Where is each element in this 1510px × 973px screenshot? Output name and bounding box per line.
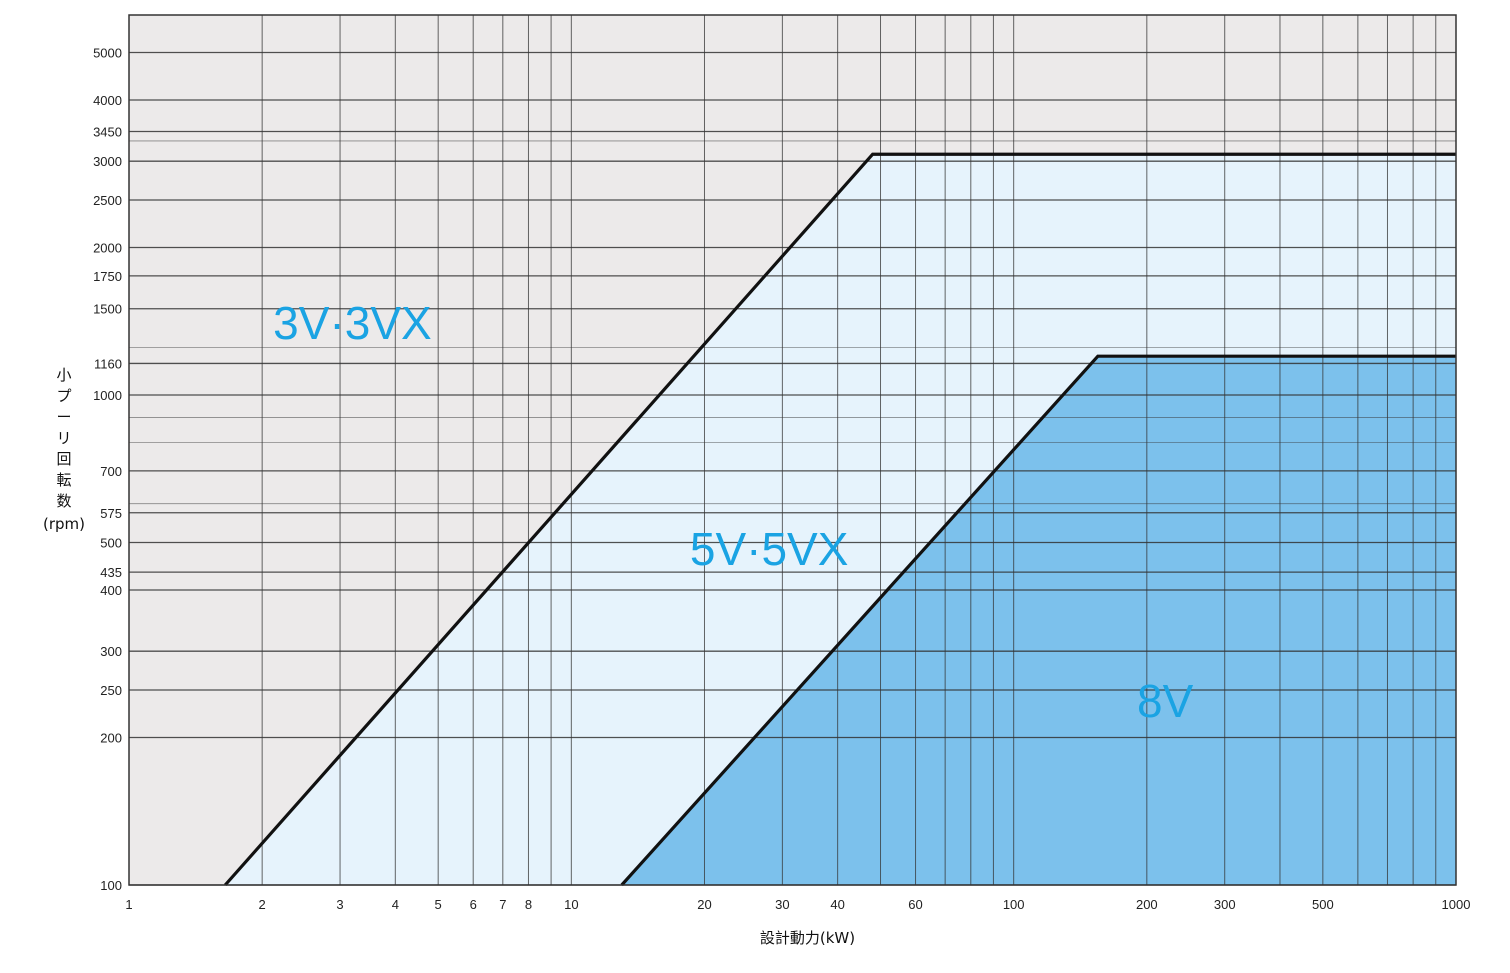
x-tick-label: 10 [564, 897, 578, 912]
y-axis-unit: (rpm) [43, 515, 85, 533]
y-tick-label: 1500 [93, 302, 122, 317]
y-tick-label: 4000 [93, 93, 122, 108]
y-tick-label: 400 [100, 583, 122, 598]
x-tick-label: 30 [775, 897, 789, 912]
y-tick-label: 700 [100, 464, 122, 479]
region-label-2: 5V·5VX [690, 523, 849, 575]
y-axis-label-char: 数 [56, 492, 71, 510]
x-axis-label: 設計動力(kW) [760, 929, 855, 947]
boundary-line-2 [620, 354, 1456, 887]
y-tick-label: 200 [100, 730, 122, 745]
x-tick-labels: 1 2 3 4 5 6 7 8 10 20 30 40 60 100 200 300 500 1000 [125, 897, 1470, 912]
y-axis-label-char: 回 [56, 450, 71, 468]
x-tick-label: 200 [1136, 897, 1158, 912]
x-tick-label: 7 [499, 897, 506, 912]
region-label-3: 8V [1137, 675, 1194, 727]
y-axis-label-char: ー [56, 408, 71, 426]
x-tick-label: 1000 [1442, 897, 1471, 912]
y-tick-label: 2500 [93, 193, 122, 208]
x-tick-label: 8 [525, 897, 532, 912]
y-tick-label: 3450 [93, 124, 122, 139]
grid-lines [128, 15, 1457, 886]
x-tick-label: 3 [336, 897, 343, 912]
y-tick-label: 2000 [93, 240, 122, 255]
y-axis-label-char: 転 [56, 471, 71, 489]
y-tick-label: 435 [100, 565, 122, 580]
y-tick-label: 500 [100, 536, 122, 551]
y-tick-label: 5000 [93, 46, 122, 61]
y-tick-label: 300 [100, 644, 122, 659]
x-tick-label: 4 [392, 897, 399, 912]
y-axis-label-char: 小 [56, 366, 71, 384]
boundary-lines [224, 152, 1456, 887]
y-axis-label-char: プ [56, 387, 71, 405]
boundary-line-1 [224, 152, 1456, 887]
x-tick-label: 500 [1312, 897, 1334, 912]
x-tick-label: 100 [1003, 897, 1025, 912]
x-tick-label: 60 [908, 897, 922, 912]
y-tick-label: 250 [100, 683, 122, 698]
region-fills [129, 15, 1456, 886]
region-label-1: 3V·3VX [273, 297, 432, 349]
plot-frame [128, 14, 1457, 886]
x-tick-label: 300 [1214, 897, 1236, 912]
x-tick-label: 5 [435, 897, 442, 912]
x-tick-label: 6 [470, 897, 477, 912]
y-tick-label: 575 [100, 506, 122, 521]
x-tick-label: 1 [125, 897, 132, 912]
y-tick-labels: 100 200 250 300 400 435 500 575 700 1000 1160 1500 1… [93, 46, 122, 893]
y-tick-label: 100 [100, 878, 122, 893]
x-tick-label: 2 [259, 897, 266, 912]
region-labels: 3V·3VX 5V·5VX 8V [273, 297, 1193, 727]
y-tick-label: 1160 [94, 356, 122, 371]
y-axis-label-char: リ [56, 429, 71, 447]
y-tick-label: 1750 [93, 269, 122, 284]
region-fill-2 [621, 356, 1456, 886]
y-tick-label: 1000 [93, 388, 122, 403]
y-tick-label: 3000 [93, 154, 122, 169]
x-tick-label: 20 [697, 897, 711, 912]
x-tick-label: 40 [830, 897, 844, 912]
